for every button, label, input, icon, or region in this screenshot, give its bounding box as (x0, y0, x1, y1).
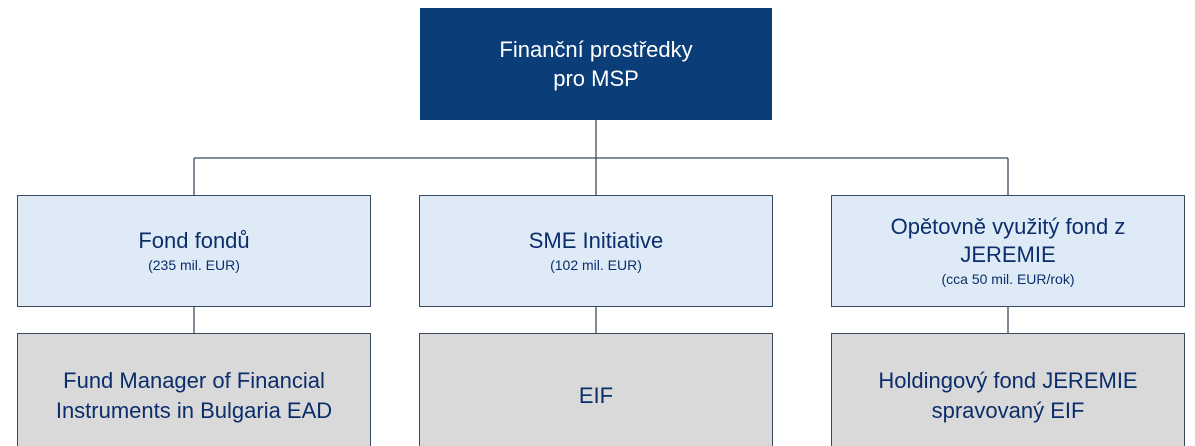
fund-node: Fond fondů (235 mil. EUR) (17, 195, 371, 307)
manager-node: Holdingový fond JEREMIE spravovaný EIF (831, 333, 1185, 446)
node-label: spravovaný EIF (931, 397, 1085, 423)
manager-node: Fund Manager of Financial Instruments in … (17, 333, 371, 446)
node-amount: (102 mil. EUR) (550, 257, 642, 273)
manager-node: EIF (419, 333, 773, 446)
node-label: Opětovně využitý fond z (890, 214, 1126, 239)
root-node: Finanční prostředky pro MSP (420, 8, 772, 120)
node-label: Fond fondů (138, 228, 250, 253)
node-label: EIF (578, 382, 614, 408)
fund-node: Opětovně využitý fond z JEREMIE (cca 50 mi… (831, 195, 1185, 307)
node-label: JEREMIE (960, 242, 1056, 267)
node-label: Instruments in Bulgaria EAD (55, 397, 333, 423)
node-amount: (cca 50 mil. EUR/rok) (941, 271, 1075, 287)
node-label: Finanční prostředky (499, 37, 693, 62)
node-label: Fund Manager of Financial (63, 367, 325, 393)
node-amount: (235 mil. EUR) (148, 257, 240, 273)
node-label: SME Initiative (528, 228, 664, 253)
node-label: Holdingový fond JEREMIE (878, 367, 1138, 393)
fund-node: SME Initiative (102 mil. EUR) (419, 195, 773, 307)
node-label: pro MSP (553, 66, 639, 91)
